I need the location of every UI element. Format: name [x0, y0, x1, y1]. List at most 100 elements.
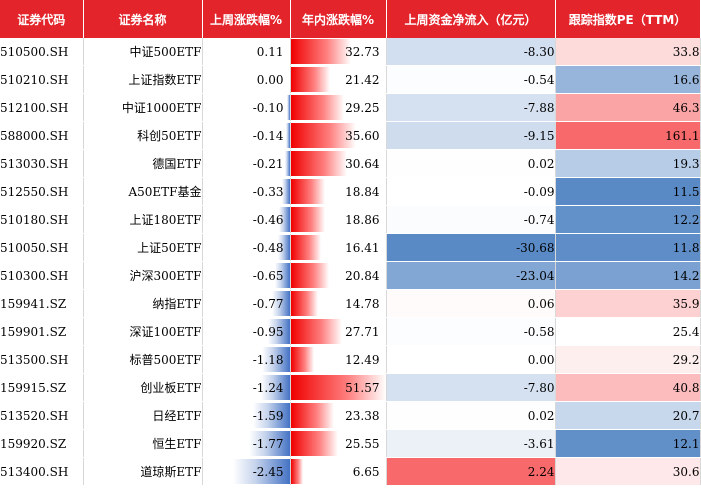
cell-net-inflow: -0.74	[386, 205, 556, 234]
cell-name: 深证100ETF	[83, 317, 203, 346]
table-row: 510300.SH 沪深300ETF -0.65 20.84 -23.04 14.2	[0, 261, 701, 290]
cell-code: 159941.SZ	[0, 289, 84, 318]
cell-weekly-change: -0.46	[202, 205, 291, 234]
cell-code: 510050.SH	[0, 233, 84, 262]
cell-name: 创业板ETF	[83, 373, 203, 402]
cell-pe-ttm: 25.4	[555, 317, 701, 346]
cell-code: 513500.SH	[0, 345, 84, 374]
cell-weekly-change: -0.21	[202, 149, 291, 178]
weekly-change-value: -1.18	[252, 352, 284, 367]
weekly-change-bar	[284, 151, 289, 176]
weekly-change-bar	[278, 207, 289, 232]
cell-name: 中证1000ETF	[83, 93, 203, 122]
ytd-change-value: 6.65	[352, 464, 380, 479]
ytd-change-value: 14.78	[345, 296, 380, 311]
table-row: 513520.SH 日经ETF -1.59 23.38 0.02 20.7	[0, 401, 701, 430]
weekly-change-bar	[271, 291, 289, 316]
weekly-change-value: -0.95	[252, 324, 284, 339]
cell-ytd-change: 12.49	[289, 345, 387, 374]
ytd-change-bar	[291, 291, 318, 316]
ytd-change-bar	[291, 375, 385, 400]
cell-name: 标普500ETF	[83, 345, 203, 374]
cell-ytd-change: 32.73	[289, 38, 387, 66]
weekly-change-value: -0.10	[252, 100, 284, 115]
cell-pe-ttm: 12.1	[555, 429, 701, 458]
cell-code: 159901.SZ	[0, 317, 84, 346]
cell-pe-ttm: 46.3	[555, 93, 701, 122]
cell-net-inflow: -0.54	[386, 65, 556, 94]
cell-name: 恒生ETF	[83, 429, 203, 458]
table-row: 510050.SH 上证50ETF -0.48 16.41 -30.68 11.8	[0, 233, 701, 262]
cell-code: 513030.SH	[0, 149, 84, 178]
cell-weekly-change: -1.24	[202, 373, 291, 402]
cell-pe-ttm: 11.8	[555, 233, 701, 262]
weekly-change-bar	[274, 263, 289, 288]
weekly-change-bar	[262, 347, 289, 372]
cell-code: 513520.SH	[0, 401, 84, 430]
cell-weekly-change: -1.18	[202, 345, 291, 374]
cell-pe-ttm: 161.1	[555, 121, 701, 150]
cell-net-inflow: 2.24	[386, 457, 556, 486]
table-row: 159920.SZ 恒生ETF -1.77 25.55 -3.61 12.1	[0, 429, 701, 458]
weekly-change-value: -0.21	[252, 156, 284, 171]
cell-code: 512100.SH	[0, 93, 84, 122]
weekly-change-bar	[232, 459, 289, 484]
ytd-change-bar	[291, 95, 345, 120]
cell-net-inflow: 0.02	[386, 401, 556, 430]
table-row: 513030.SH 德国ETF -0.21 30.64 0.02 19.3	[0, 149, 701, 178]
header-code: 证券代码	[0, 0, 84, 38]
cell-ytd-change: 29.25	[289, 93, 387, 122]
ytd-change-value: 12.49	[345, 352, 380, 367]
header-name: 证券名称	[83, 0, 203, 38]
cell-ytd-change: 21.42	[289, 65, 387, 94]
ytd-change-bar	[291, 207, 326, 232]
cell-weekly-change: -0.14	[202, 121, 291, 150]
cell-pe-ttm: 16.6	[555, 65, 701, 94]
weekly-change-bar	[281, 179, 289, 204]
ytd-change-value: 32.73	[345, 44, 380, 59]
cell-ytd-change: 14.78	[289, 289, 387, 318]
ytd-change-value: 51.57	[345, 380, 380, 395]
weekly-change-bar	[286, 123, 289, 148]
cell-net-inflow: -0.09	[386, 177, 556, 206]
cell-ytd-change: 23.38	[289, 401, 387, 430]
ytd-change-value: 21.42	[345, 72, 380, 87]
ytd-change-bar	[291, 179, 326, 204]
cell-code: 510500.SH	[0, 38, 84, 66]
cell-weekly-change: -1.59	[202, 401, 291, 430]
cell-net-inflow: -30.68	[386, 233, 556, 262]
cell-name: 科创50ETF	[83, 121, 203, 150]
header-weekly-change: 上周涨跌幅%	[202, 0, 291, 38]
weekly-change-value: -1.59	[252, 408, 284, 423]
cell-code: 510180.SH	[0, 205, 84, 234]
ytd-change-bar	[291, 151, 347, 176]
cell-code: 512550.SH	[0, 177, 84, 206]
cell-name: 上证指数ETF	[83, 65, 203, 94]
cell-name: A50ETF基金	[83, 177, 203, 206]
cell-ytd-change: 20.84	[289, 261, 387, 290]
ytd-change-bar	[291, 431, 338, 456]
cell-net-inflow: -0.58	[386, 317, 556, 346]
weekly-change-value: -0.48	[252, 240, 284, 255]
weekly-change-bar	[252, 403, 289, 428]
cell-name: 纳指ETF	[83, 289, 203, 318]
cell-name: 上证50ETF	[83, 233, 203, 262]
cell-name: 中证500ETF	[83, 38, 203, 66]
cell-net-inflow: -9.15	[386, 121, 556, 150]
table-row: 513400.SH 道琼斯ETF -2.45 6.65 2.24 30.6	[0, 457, 701, 486]
cell-net-inflow: 0.06	[386, 289, 556, 318]
cell-weekly-change: -0.33	[202, 177, 291, 206]
table-row: 510210.SH 上证指数ETF 0.00 21.42 -0.54 16.6	[0, 65, 701, 94]
cell-code: 513400.SH	[0, 457, 84, 486]
weekly-change-value: -2.45	[252, 464, 284, 479]
ytd-change-bar	[291, 263, 329, 288]
cell-net-inflow: -8.30	[386, 38, 556, 66]
cell-net-inflow: -23.04	[386, 261, 556, 290]
weekly-change-value: 0.00	[256, 72, 284, 87]
weekly-change-bar	[278, 235, 289, 260]
weekly-change-bar	[248, 431, 289, 456]
weekly-change-value: -0.33	[252, 184, 284, 199]
cell-code: 510300.SH	[0, 261, 84, 290]
ytd-change-value: 29.25	[345, 100, 380, 115]
